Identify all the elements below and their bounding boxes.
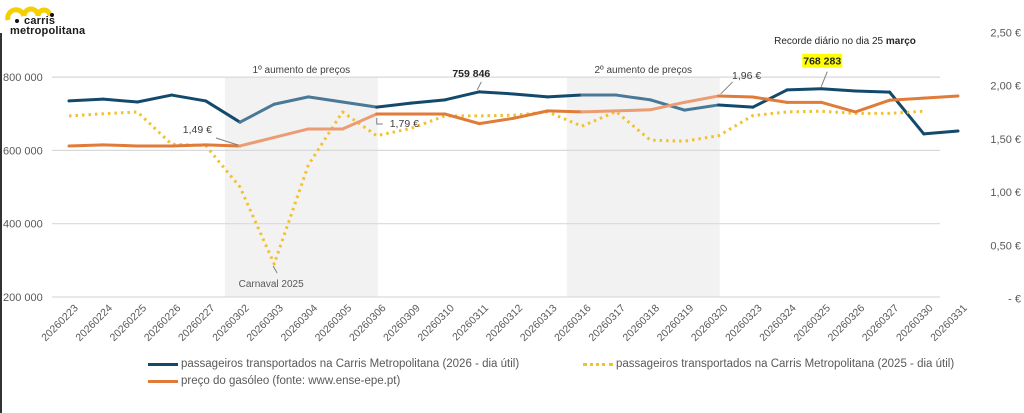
annotation-leader xyxy=(376,118,383,125)
series-segment-2026 xyxy=(341,100,379,109)
series-segment-diesel xyxy=(546,109,584,114)
record-highlight xyxy=(802,53,843,68)
series-segment-2026 xyxy=(238,102,276,124)
series-segment-diesel xyxy=(170,143,208,148)
peak-value-label: 759 846 xyxy=(452,68,490,80)
price-increase-band-2 xyxy=(566,77,720,297)
series-segment-2026 xyxy=(135,93,174,104)
y-tick-label: 800 000 xyxy=(3,72,43,84)
series-segment-diesel xyxy=(101,143,139,148)
diesel-price-label: 1,96 € xyxy=(732,70,761,82)
legend-label-2026: passageiros transportados na Carris Metr… xyxy=(181,358,520,370)
legend-swatch-2026 xyxy=(148,362,178,366)
legend-item-diesel: preço do gasóleo (fonte: www.ense-epe.pt… xyxy=(148,375,400,387)
series-segment-2026 xyxy=(170,93,208,103)
logo-arcs-icon xyxy=(5,6,54,23)
series-line-2025 xyxy=(68,109,924,266)
series-segment-diesel xyxy=(204,143,242,148)
x-tick-label: 20260331 xyxy=(928,302,970,344)
series-segment-diesel xyxy=(341,112,379,131)
series-segment-2026 xyxy=(477,90,515,96)
logo-line2: metropolitana xyxy=(10,25,86,37)
legend-swatch-2025 xyxy=(583,362,613,366)
y-tick-label: 600 000 xyxy=(3,145,43,157)
series-segment-diesel xyxy=(477,116,515,126)
series-segment-2026 xyxy=(819,87,857,93)
carnaval-label: Carnaval 2025 xyxy=(239,279,304,290)
annotation-leader xyxy=(215,137,239,146)
series-segment-2026 xyxy=(409,98,447,105)
series-segment-2026 xyxy=(306,95,345,104)
legend-swatch-diesel xyxy=(148,379,178,383)
y-tick-label: 400 000 xyxy=(3,219,43,231)
y2-tick-label: 2,50 € xyxy=(990,28,1021,40)
record-annotation: Recorde diário no dia 25 março xyxy=(774,36,916,47)
series-segment-diesel xyxy=(682,94,721,104)
band-label-2: 2º aumento de preços xyxy=(594,65,692,76)
y2-tick-label: 1,00 € xyxy=(990,187,1021,199)
band-label-1: 1º aumento de preços xyxy=(253,65,351,76)
legend-label-2025: passageiros transportados na Carris Metr… xyxy=(616,358,955,370)
series-segment-2026 xyxy=(375,101,413,109)
annotation-leader xyxy=(476,81,482,91)
series-segment-diesel xyxy=(888,96,926,102)
left-border xyxy=(0,33,2,413)
series-segment-2026 xyxy=(101,97,139,104)
series-segment-diesel xyxy=(819,100,857,114)
series-segment-2026 xyxy=(204,99,242,124)
series-segment-2026 xyxy=(512,92,550,99)
y2-tick-label: - € xyxy=(1008,294,1021,306)
series-segment-2026 xyxy=(717,103,755,109)
y-tick-label: 200 000 xyxy=(3,292,43,304)
series-segment-diesel xyxy=(853,98,892,114)
series-segment-diesel xyxy=(922,94,960,100)
series-segment-diesel xyxy=(512,109,550,120)
record-value-label: 768 283 xyxy=(803,56,841,68)
series-segment-2026 xyxy=(272,95,310,106)
y2-tick-label: 0,50 € xyxy=(990,240,1021,252)
series-segment-2026 xyxy=(922,129,960,136)
legend-label-diesel: preço do gasóleo (fonte: www.ense-epe.pt… xyxy=(181,375,401,387)
series-segment-2026 xyxy=(546,93,584,99)
series-segment-diesel xyxy=(614,108,652,113)
series-segment-diesel xyxy=(272,127,310,139)
logo-line1: carris xyxy=(24,15,56,27)
series-segment-2026 xyxy=(682,103,721,112)
record-text: Recorde diário no dia 25 xyxy=(774,36,886,47)
series-segment-diesel xyxy=(580,109,618,114)
series-segment-2026 xyxy=(785,87,823,92)
price-increase-band-1 xyxy=(224,77,378,297)
diesel-price-label: 1,79 € xyxy=(390,118,419,130)
series-segment-diesel xyxy=(443,112,481,126)
diesel-price-label: 1,49 € xyxy=(183,124,212,136)
series-segment-diesel xyxy=(751,95,789,104)
series-segment-2026 xyxy=(614,93,652,102)
x-tick-label: 20260310 xyxy=(415,302,457,344)
series-segment-diesel xyxy=(648,100,686,112)
y2-tick-label: 1,50 € xyxy=(990,134,1021,146)
annotation-leader xyxy=(720,81,734,95)
annotation-leader xyxy=(272,265,278,274)
series-segment-2026 xyxy=(853,89,892,94)
series-segment-2026 xyxy=(443,90,481,102)
legend-item-2025: passageiros transportados na Carris Metr… xyxy=(583,358,954,370)
series-segment-diesel xyxy=(238,135,276,148)
record-month: março xyxy=(886,36,916,47)
legend-item-2026: passageiros transportados na Carris Metr… xyxy=(148,358,519,370)
series-segment-diesel xyxy=(717,94,755,99)
annotation-leader xyxy=(820,71,828,87)
y2-tick-label: 2,00 € xyxy=(990,81,1021,93)
series-segment-diesel xyxy=(67,143,105,148)
carris-metropolitana-logo: carris metropolitana xyxy=(2,2,112,37)
series-segment-2026 xyxy=(67,97,105,103)
